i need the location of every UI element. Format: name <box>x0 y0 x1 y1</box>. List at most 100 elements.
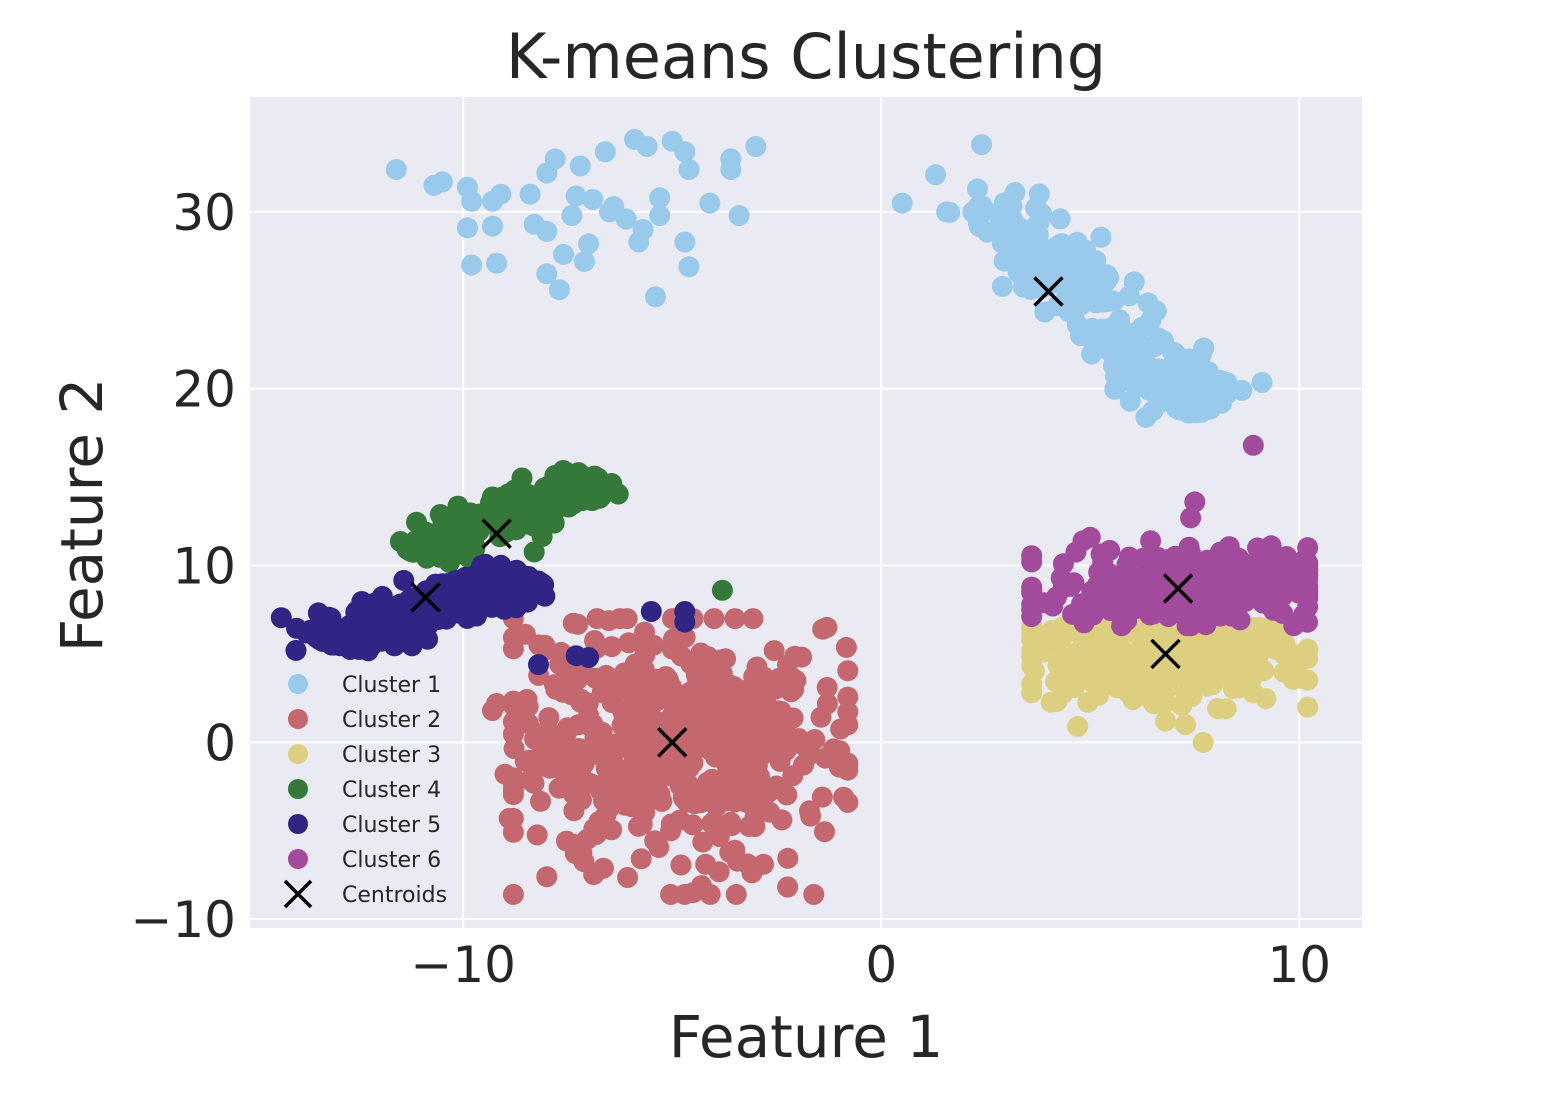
data-points <box>270 128 1319 905</box>
point-cluster-5 <box>286 617 307 639</box>
point-cluster-6 <box>1163 594 1184 616</box>
point-cluster-2 <box>567 714 589 736</box>
centroid-marker <box>1033 276 1064 307</box>
point-cluster-1 <box>966 178 988 200</box>
y-axis-label: Feature 2 <box>48 378 116 653</box>
point-cluster-1 <box>1018 264 1040 286</box>
point-cluster-5 <box>519 575 541 597</box>
legend-label: Cluster 6 <box>342 848 441 873</box>
point-cluster-1 <box>1031 203 1052 225</box>
centroid-marker <box>410 582 441 613</box>
point-cluster-2 <box>799 800 820 822</box>
legend-marker <box>288 709 308 729</box>
point-cluster-4 <box>543 512 565 534</box>
point-cluster-2 <box>612 700 634 722</box>
point-cluster-1 <box>1197 361 1219 383</box>
point-cluster-1 <box>1052 270 1074 291</box>
point-cluster-1 <box>1001 216 1023 238</box>
point-cluster-2 <box>725 883 747 905</box>
point-cluster-2 <box>631 655 653 677</box>
point-cluster-2 <box>814 821 835 843</box>
point-cluster-2 <box>724 791 746 813</box>
x-tick-label: −10 <box>410 936 516 994</box>
point-cluster-3 <box>1133 661 1155 683</box>
point-cluster-1 <box>573 250 595 272</box>
point-cluster-2 <box>737 853 759 875</box>
point-cluster-2 <box>508 704 530 726</box>
point-cluster-1 <box>678 256 700 278</box>
point-cluster-2 <box>644 830 666 852</box>
point-cluster-2 <box>601 636 623 658</box>
point-cluster-2 <box>523 772 545 794</box>
legend-item-cluster-2: Cluster 2 <box>288 708 441 733</box>
point-cluster-1 <box>1143 359 1165 380</box>
point-cluster-1 <box>891 192 913 214</box>
point-cluster-3 <box>1021 682 1043 704</box>
point-cluster-3 <box>1136 679 1158 701</box>
point-cluster-1 <box>1000 242 1021 264</box>
point-cluster-2 <box>793 754 814 776</box>
point-cluster-2 <box>531 755 553 777</box>
legend-marker <box>288 674 308 694</box>
point-cluster-6 <box>1021 606 1043 627</box>
point-cluster-6 <box>1165 554 1187 576</box>
point-cluster-2 <box>783 668 804 690</box>
point-cluster-2 <box>536 866 558 888</box>
point-cluster-6 <box>1181 549 1203 571</box>
point-cluster-2 <box>837 686 859 708</box>
point-cluster-2 <box>498 807 520 829</box>
point-cluster-1 <box>548 279 570 301</box>
point-cluster-4 <box>442 521 464 543</box>
point-cluster-1 <box>1193 337 1215 359</box>
point-cluster-2 <box>830 718 852 740</box>
point-cluster-6 <box>1272 603 1294 624</box>
point-cluster-2 <box>544 735 566 757</box>
point-cluster-1 <box>1119 345 1141 366</box>
point-cluster-6 <box>1135 567 1156 589</box>
point-cluster-2 <box>585 824 607 845</box>
x-axis-label: Feature 1 <box>669 1003 944 1071</box>
point-cluster-1 <box>1123 271 1145 293</box>
centroid-markers <box>410 276 1194 758</box>
point-cluster-2 <box>822 738 844 760</box>
point-cluster-2 <box>660 883 682 905</box>
legend-x-marker <box>283 879 313 909</box>
point-cluster-4 <box>406 511 427 533</box>
point-cluster-1 <box>544 148 566 170</box>
point-cluster-2 <box>777 847 799 869</box>
point-cluster-6 <box>1092 551 1114 573</box>
point-cluster-3 <box>1194 664 1216 686</box>
point-cluster-3 <box>1263 638 1285 660</box>
x-tick-label: 0 <box>865 936 897 994</box>
point-cluster-2 <box>530 790 552 812</box>
point-cluster-3 <box>1242 682 1264 704</box>
point-cluster-2 <box>613 662 635 684</box>
legend-marker <box>288 779 308 799</box>
point-cluster-3 <box>1155 710 1176 732</box>
point-cluster-5 <box>285 639 307 661</box>
point-cluster-5 <box>305 626 327 648</box>
point-cluster-2 <box>811 786 833 808</box>
y-tick-label: 30 <box>172 184 236 242</box>
point-cluster-1 <box>968 216 990 237</box>
point-cluster-1 <box>925 164 947 186</box>
point-cluster-4 <box>511 467 533 489</box>
legend-item-cluster-6: Cluster 6 <box>288 848 441 873</box>
point-cluster-1 <box>1072 264 1093 285</box>
point-cluster-1 <box>456 217 478 239</box>
point-cluster-1 <box>649 187 671 209</box>
point-cluster-5 <box>335 621 357 643</box>
point-cluster-3 <box>1179 677 1201 699</box>
point-cluster-3 <box>1225 641 1247 662</box>
point-cluster-2 <box>557 664 579 686</box>
point-cluster-6 <box>1230 585 1252 607</box>
point-cluster-1 <box>603 196 625 218</box>
point-cluster-2 <box>837 660 859 682</box>
point-cluster-1 <box>578 233 600 255</box>
point-cluster-5 <box>490 573 511 595</box>
point-cluster-1 <box>1090 226 1112 248</box>
legend-label: Cluster 5 <box>342 813 441 838</box>
point-cluster-2 <box>757 782 779 804</box>
legend-marker <box>288 744 308 764</box>
point-cluster-2 <box>630 848 652 870</box>
